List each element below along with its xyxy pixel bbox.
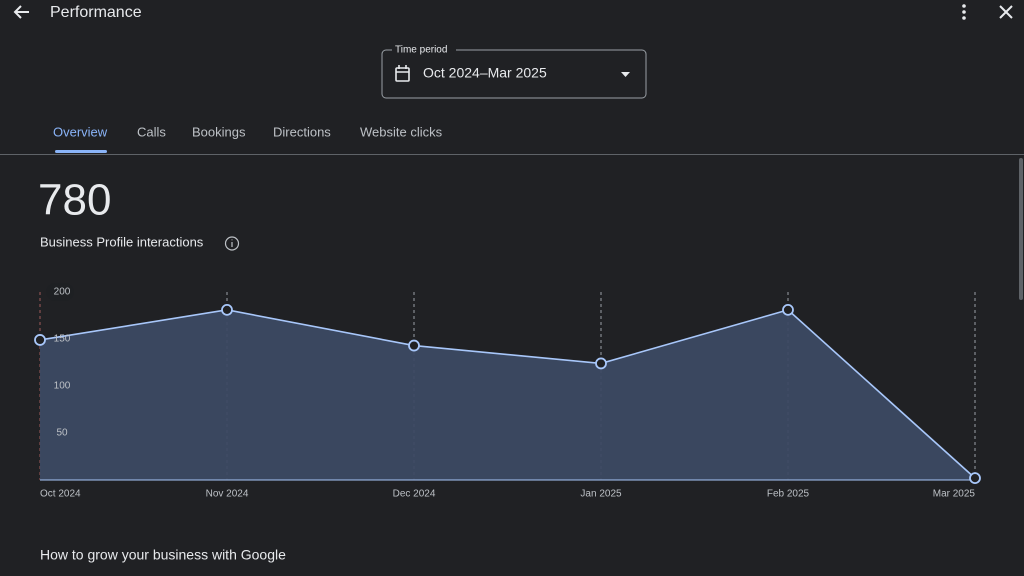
total-interactions: 780: [38, 176, 111, 225]
data-point[interactable]: [969, 472, 981, 485]
back-button[interactable]: [13, 5, 29, 19]
select-outline: [381, 49, 647, 99]
y-tick-label: 200: [54, 287, 71, 298]
close-button[interactable]: [999, 5, 1013, 19]
label-gap: [392, 44, 456, 56]
metric-label: Business Profile interactions: [40, 234, 204, 249]
y-tick-pill: [46, 283, 74, 301]
back-arrow: [13, 5, 29, 19]
dropdown-arrow: [621, 72, 630, 77]
dot: [962, 10, 966, 14]
y-tick-label: 150: [54, 334, 71, 345]
y-tick-label: 100: [54, 381, 71, 392]
x-tick-label: Nov 2024: [206, 489, 249, 500]
select-value: Oct 2024–Mar 2025: [423, 65, 547, 81]
x-tick-label: Feb 2025: [767, 489, 810, 500]
chart: 50 100 150 200 Oct 2024 Nov 2024 Dec 2024 Jan 2…: [34, 283, 981, 500]
active-tab-indicator: [55, 150, 107, 153]
line: [39, 308, 976, 479]
x-tick-label: Mar 2025: [933, 489, 976, 500]
data-point[interactable]: [221, 303, 233, 316]
x-tick-label: Jan 2025: [580, 489, 622, 500]
tab-bar: Overview Calls Bookings Directions Website c…: [53, 124, 443, 139]
calendar-icon: [395, 65, 410, 82]
more-menu[interactable]: [962, 4, 966, 20]
data-point[interactable]: [34, 334, 46, 346]
tab[interactable]: Calls: [137, 124, 166, 139]
data-point[interactable]: [408, 339, 420, 352]
section-heading: How to grow your business with Google: [40, 547, 286, 563]
dot: [962, 4, 966, 8]
x-tick-label: Oct 2024: [40, 489, 81, 500]
dot: [962, 16, 966, 20]
page-title: Performance: [50, 4, 142, 21]
info-icon[interactable]: [224, 236, 240, 251]
area: [40, 309, 975, 480]
time-period-select[interactable]: Time period Oct 2024–Mar 2025: [381, 44, 647, 99]
data-point[interactable]: [595, 357, 607, 370]
scrollbar[interactable]: [1019, 158, 1023, 300]
y-tick-label: 50: [56, 428, 68, 439]
tab[interactable]: Directions: [273, 124, 331, 139]
tab[interactable]: Website clicks: [360, 124, 443, 139]
tab[interactable]: Overview: [53, 124, 108, 139]
tab[interactable]: Bookings: [192, 124, 246, 139]
data-point[interactable]: [782, 303, 794, 316]
x-tick-label: Dec 2024: [393, 489, 436, 500]
select-label: Time period: [395, 45, 447, 56]
